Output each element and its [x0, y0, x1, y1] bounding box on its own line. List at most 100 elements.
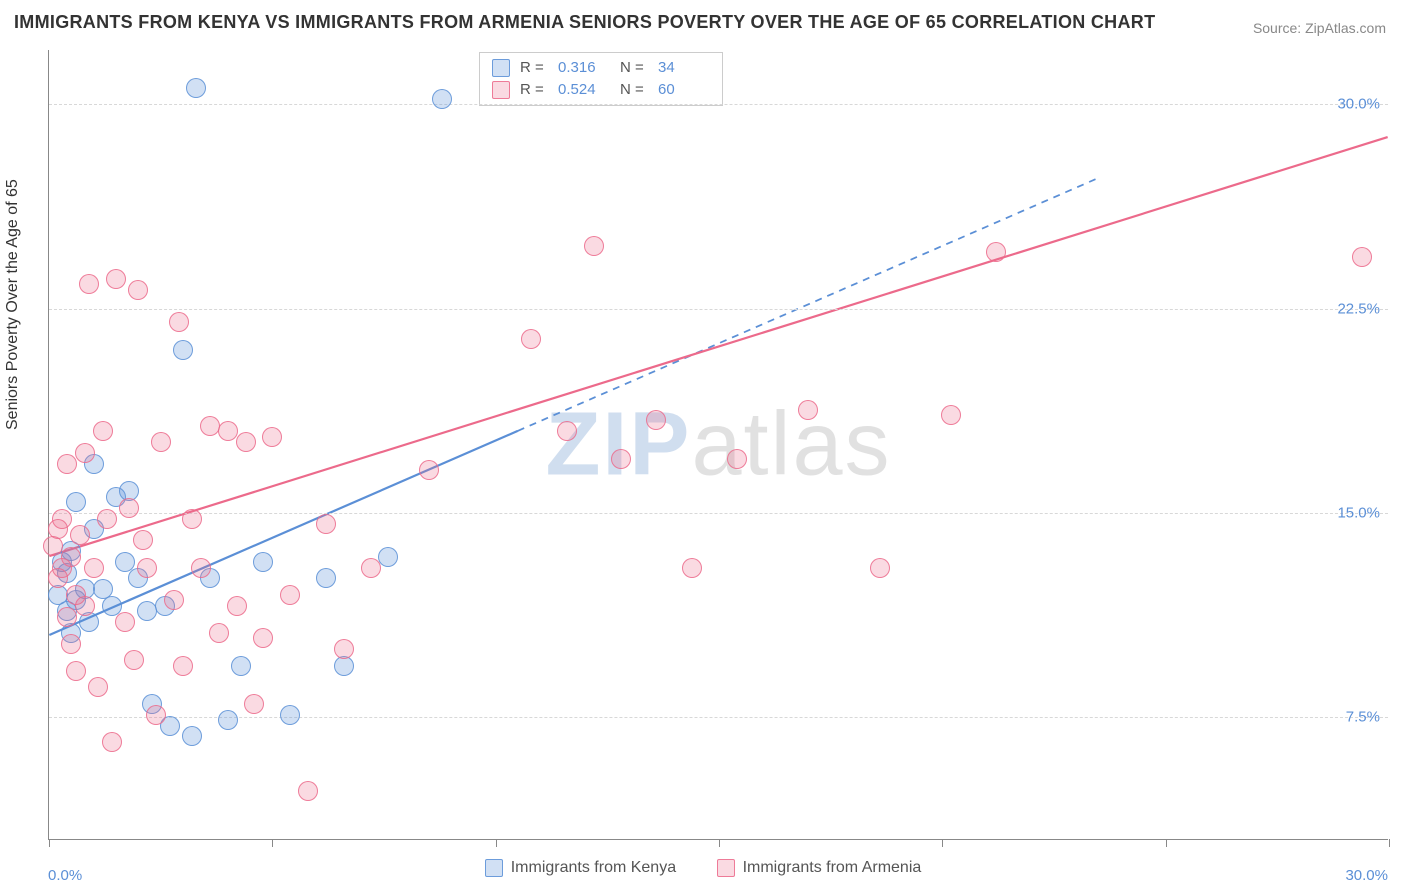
- data-point: [236, 432, 256, 452]
- data-point: [231, 656, 251, 676]
- legend-swatch-armenia-icon: [717, 859, 735, 877]
- data-point: [97, 509, 117, 529]
- data-point: [334, 639, 354, 659]
- data-point: [124, 650, 144, 670]
- data-point: [137, 558, 157, 578]
- data-point: [128, 280, 148, 300]
- data-point: [146, 705, 166, 725]
- data-point: [798, 400, 818, 420]
- data-point: [378, 547, 398, 567]
- data-point: [432, 89, 452, 109]
- data-point: [262, 427, 282, 447]
- correlation-legend: R = 0.316 N = 34 R = 0.524 N = 60: [479, 52, 723, 106]
- source-prefix: Source:: [1253, 20, 1305, 36]
- data-point: [52, 509, 72, 529]
- data-point: [169, 312, 189, 332]
- data-point: [557, 421, 577, 441]
- data-point: [61, 634, 81, 654]
- gridline-h: [49, 513, 1388, 514]
- n-label: N =: [620, 57, 648, 79]
- data-point: [133, 530, 153, 550]
- data-point: [253, 552, 273, 572]
- chart-title: IMMIGRANTS FROM KENYA VS IMMIGRANTS FROM…: [14, 12, 1155, 33]
- x-tick-mark: [1389, 839, 1390, 847]
- y-tick-label: 7.5%: [1346, 709, 1380, 726]
- x-tick-mark: [49, 839, 50, 847]
- legend-row-armenia: R = 0.524 N = 60: [492, 79, 710, 101]
- data-point: [316, 514, 336, 534]
- data-point: [88, 677, 108, 697]
- data-point: [151, 432, 171, 452]
- x-tick-min: 0.0%: [48, 867, 82, 884]
- data-point: [93, 421, 113, 441]
- n-label: N =: [620, 79, 648, 101]
- data-point: [115, 612, 135, 632]
- data-point: [106, 269, 126, 289]
- data-point: [218, 421, 238, 441]
- data-point: [316, 568, 336, 588]
- data-point: [1352, 247, 1372, 267]
- data-point: [361, 558, 381, 578]
- x-tick-mark: [272, 839, 273, 847]
- legend-swatch-kenya: [492, 59, 510, 77]
- data-point: [186, 78, 206, 98]
- data-point: [682, 558, 702, 578]
- data-point: [521, 329, 541, 349]
- trend-line: [518, 178, 1098, 431]
- data-point: [57, 454, 77, 474]
- data-point: [218, 710, 238, 730]
- plot-area: ZIPatlas R = 0.316 N = 34 R = 0.524 N = …: [48, 50, 1388, 840]
- data-point: [61, 547, 81, 567]
- source-attribution: Source: ZipAtlas.com: [1253, 20, 1386, 36]
- data-point: [280, 585, 300, 605]
- x-tick-mark: [942, 839, 943, 847]
- y-axis-label: Seniors Poverty Over the Age of 65: [4, 179, 22, 430]
- gridline-h: [49, 104, 1388, 105]
- data-point: [75, 443, 95, 463]
- data-point: [227, 596, 247, 616]
- trend-line: [49, 137, 1387, 556]
- data-point: [191, 558, 211, 578]
- data-point: [79, 274, 99, 294]
- data-point: [102, 732, 122, 752]
- data-point: [182, 726, 202, 746]
- x-tick-max: 30.0%: [1345, 867, 1388, 884]
- source-link[interactable]: ZipAtlas.com: [1305, 20, 1386, 36]
- data-point: [584, 236, 604, 256]
- legend-swatch-kenya-icon: [485, 859, 503, 877]
- gridline-h: [49, 717, 1388, 718]
- data-point: [66, 492, 86, 512]
- data-point: [173, 656, 193, 676]
- gridline-h: [49, 309, 1388, 310]
- y-tick-label: 22.5%: [1337, 300, 1380, 317]
- n-value-armenia: 60: [658, 79, 710, 101]
- watermark-part-1: ZIP: [545, 394, 691, 494]
- data-point: [173, 340, 193, 360]
- data-point: [727, 449, 747, 469]
- data-point: [182, 509, 202, 529]
- data-point: [611, 449, 631, 469]
- data-point: [75, 596, 95, 616]
- data-point: [419, 460, 439, 480]
- data-point: [870, 558, 890, 578]
- legend-swatch-armenia: [492, 81, 510, 99]
- r-label: R =: [520, 57, 548, 79]
- legend-row-kenya: R = 0.316 N = 34: [492, 57, 710, 79]
- data-point: [84, 558, 104, 578]
- data-point: [119, 498, 139, 518]
- data-point: [164, 590, 184, 610]
- chart-container: IMMIGRANTS FROM KENYA VS IMMIGRANTS FROM…: [0, 0, 1406, 892]
- data-point: [66, 661, 86, 681]
- data-point: [70, 525, 90, 545]
- data-point: [646, 410, 666, 430]
- data-point: [244, 694, 264, 714]
- y-tick-label: 30.0%: [1337, 96, 1380, 113]
- n-value-kenya: 34: [658, 57, 710, 79]
- series-legend: Immigrants from Kenya Immigrants from Ar…: [0, 859, 1406, 882]
- r-value-kenya: 0.316: [558, 57, 610, 79]
- watermark: ZIPatlas: [545, 393, 891, 496]
- legend-label-kenya: Immigrants from Kenya: [511, 859, 676, 877]
- data-point: [280, 705, 300, 725]
- data-point: [941, 405, 961, 425]
- x-tick-mark: [1166, 839, 1167, 847]
